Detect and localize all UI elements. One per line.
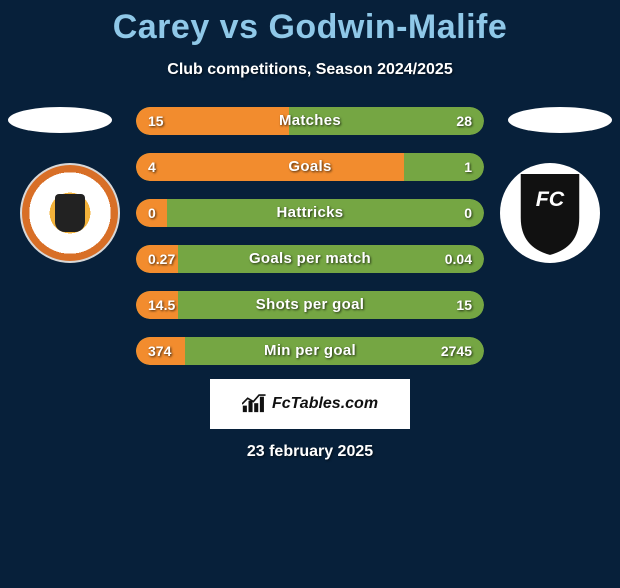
stat-label: Goals per match <box>136 245 484 273</box>
stat-label: Hattricks <box>136 199 484 227</box>
chart-bars-icon <box>242 394 268 414</box>
date-label: 23 february 2025 <box>0 443 620 461</box>
page-title: Carey vs Godwin-Malife <box>0 8 620 47</box>
player-left-avatar <box>8 107 112 133</box>
club-crest-right: FC <box>500 163 600 263</box>
comparison-content: FC 15 28 Matches 4 1 Goals 0 0 Hattricks <box>0 107 620 461</box>
svg-text:FC: FC <box>536 187 565 211</box>
stat-label: Shots per goal <box>136 291 484 319</box>
stat-row: 374 2745 Min per goal <box>136 337 484 365</box>
brand-text: FcTables.com <box>272 395 378 413</box>
stat-label: Min per goal <box>136 337 484 365</box>
stat-label: Goals <box>136 153 484 181</box>
stat-row: 0.27 0.04 Goals per match <box>136 245 484 273</box>
stats-bars: 15 28 Matches 4 1 Goals 0 0 Hattricks 0.… <box>136 107 484 365</box>
brand-badge: FcTables.com <box>210 379 410 429</box>
stat-row: 0 0 Hattricks <box>136 199 484 227</box>
stat-label: Matches <box>136 107 484 135</box>
stat-row: 14.5 15 Shots per goal <box>136 291 484 319</box>
stat-row: 4 1 Goals <box>136 153 484 181</box>
subtitle: Club competitions, Season 2024/2025 <box>0 61 620 79</box>
stat-row: 15 28 Matches <box>136 107 484 135</box>
club-crest-left <box>20 163 120 263</box>
player-right-avatar <box>508 107 612 133</box>
